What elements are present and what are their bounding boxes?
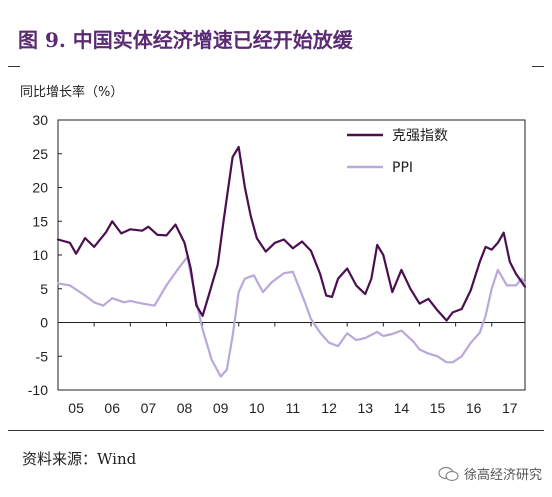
series-line-1 (56, 255, 527, 378)
legend-label: 克强指数 (392, 128, 448, 144)
x-tick-label: 09 (213, 400, 229, 416)
x-tick-label: 07 (141, 400, 157, 416)
x-tick-label: 16 (466, 400, 482, 416)
watermark: 徐高经济研究 (438, 464, 542, 483)
x-tick-label: 13 (357, 400, 373, 416)
wechat-icon (438, 466, 459, 481)
y-tick-label: 5 (40, 281, 48, 297)
x-tick-label: 14 (394, 400, 410, 416)
series-line-0 (56, 145, 527, 322)
legend-label: PPI (392, 160, 413, 176)
y-tick-label: 25 (32, 146, 48, 162)
source-note: 资料来源：Wind (22, 450, 137, 468)
y-tick-label: 30 (32, 112, 48, 128)
y-tick-label: -10 (28, 382, 48, 398)
x-tick-label: 15 (430, 400, 446, 416)
y-tick-label: 0 (40, 315, 48, 331)
x-tick-label: 06 (104, 400, 120, 416)
x-tick-label: 12 (321, 400, 337, 416)
x-tick-label: 05 (68, 400, 84, 416)
watermark-text: 徐高经济研究 (463, 468, 542, 483)
x-tick-label: 17 (502, 400, 518, 416)
y-tick-label: -5 (36, 348, 49, 364)
x-tick-label: 08 (177, 400, 193, 416)
page-title: 图 9. 中国实体经济增速已经开始放缓 (18, 28, 353, 52)
plot-area (57, 119, 526, 391)
x-tick-label: 10 (249, 400, 265, 416)
y-tick-label: 10 (32, 247, 48, 263)
x-tick-label: 11 (286, 400, 301, 416)
y-tick-label: 15 (32, 213, 48, 229)
y-axis-label: 同比增长率（%） (20, 84, 123, 100)
y-tick-label: 20 (32, 180, 48, 196)
